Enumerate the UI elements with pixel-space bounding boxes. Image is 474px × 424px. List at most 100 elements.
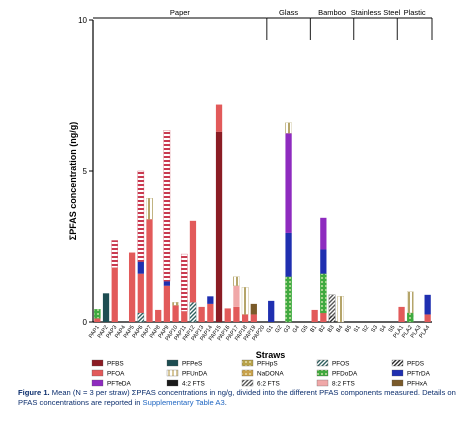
legend-label-6-2-fts: 6:2 FTS bbox=[257, 381, 280, 388]
legend-swatch-4-2-fts bbox=[166, 379, 179, 387]
x-tick-label-b2: B2 bbox=[318, 325, 327, 334]
bar-pap11-other-stripes bbox=[180, 253, 188, 312]
legend-swatch-pfoa bbox=[91, 369, 104, 377]
bar-pla4-pftrda bbox=[424, 294, 431, 315]
legend-swatch-8-2-fts bbox=[316, 379, 329, 387]
legend-swatch-pfds bbox=[391, 359, 404, 367]
bar-b3-pfds bbox=[328, 315, 336, 323]
bar-pap7-pfoa bbox=[146, 219, 153, 322]
bar-pap17-pfoa bbox=[233, 306, 240, 322]
legend-swatch-pfbs bbox=[91, 359, 104, 367]
x-tick-label-s2: S2 bbox=[362, 325, 371, 334]
bar-pap6-pfoa bbox=[137, 273, 144, 313]
bar-pap2-pfpes bbox=[102, 293, 110, 322]
bar-pap9-pfoa bbox=[163, 285, 171, 322]
bar-pap18-pfoa bbox=[241, 314, 249, 322]
legend-label-pfhps: PFHpS bbox=[257, 361, 278, 368]
bar-pap5-pfoa bbox=[128, 252, 136, 322]
bar-pap3-other-stripes bbox=[111, 240, 119, 268]
legend-swatch-pfos bbox=[316, 359, 329, 367]
legend-label-pfoa: PFOA bbox=[107, 371, 125, 378]
x-tick-label-b4: B4 bbox=[336, 325, 345, 334]
x-tick-label-g5: G5 bbox=[300, 325, 309, 335]
bar-g3-pftrda bbox=[285, 232, 292, 277]
legend-swatch-pfpes bbox=[166, 359, 179, 367]
bar-g1-pftrda bbox=[268, 300, 275, 322]
group-label-paper: Paper bbox=[170, 8, 191, 17]
bar-pla1-pfoa bbox=[398, 306, 405, 322]
y-tick-label-5: 5 bbox=[83, 167, 88, 176]
chart-legend: PFBS PFPeS PFHpS PFOS PFDS PFOA PFUnDA NaDONA PF… bbox=[91, 359, 431, 388]
caption-text: Mean (N = 3 per straw) ΣPFAS concentrati… bbox=[18, 388, 456, 407]
caption-end: . bbox=[224, 398, 227, 407]
legend-label-pftrda: PFTrDA bbox=[407, 371, 431, 378]
bar-pap3-pfoa bbox=[111, 267, 118, 322]
bar-pap17-other-dots bbox=[233, 276, 240, 286]
bar-b1-pfoa bbox=[311, 309, 318, 322]
legend-label-8-2-fts: 8:2 FTS bbox=[332, 381, 355, 388]
bar-b2-pftrda bbox=[320, 249, 327, 274]
x-tick-label-g3: G3 bbox=[283, 325, 292, 335]
legend-label-4-2-fts: 4:2 FTS bbox=[182, 381, 205, 388]
x-tick-label-b5: B5 bbox=[344, 325, 353, 334]
bar-pap6-pftrda bbox=[137, 261, 144, 274]
bar-pap1-pfoa bbox=[94, 318, 101, 322]
bar-pap8-pfoa bbox=[155, 309, 162, 322]
x-tick-label-s3: S3 bbox=[370, 325, 379, 334]
x-tick-label-s5: S5 bbox=[388, 325, 397, 334]
x-tick-label-g1: G1 bbox=[266, 325, 275, 335]
group-label-plastic: Plastic bbox=[404, 8, 426, 17]
bar-pap6-pfos bbox=[137, 312, 145, 323]
bar-g3-pfdoda bbox=[285, 276, 292, 323]
legend-label-nadona: NaDONA bbox=[257, 371, 284, 378]
y-tick-label-0: 0 bbox=[83, 318, 88, 327]
bar-pla4-pfoa bbox=[424, 314, 431, 322]
legend-swatch-pftrda bbox=[391, 369, 404, 377]
bar-pap7-other-dots bbox=[146, 198, 153, 220]
bar-pap11-pfoa bbox=[181, 311, 188, 322]
bar-pap1-pfdoda bbox=[94, 309, 101, 319]
x-tick-label-b3: B3 bbox=[327, 325, 336, 334]
legend-label-pfds: PFDS bbox=[407, 361, 424, 368]
x-tick-label-s4: S4 bbox=[379, 325, 388, 334]
bar-pap18-other-dots bbox=[241, 287, 249, 315]
figure-label: Figure 1. bbox=[18, 388, 50, 397]
figure-caption: Figure 1. Mean (N = 3 per straw) ΣPFAS c… bbox=[18, 388, 462, 408]
legend-label-pfos: PFOS bbox=[332, 361, 349, 368]
bar-pap6-other-stripes bbox=[137, 170, 145, 262]
bar-pap15-pfbs bbox=[215, 131, 223, 322]
legend-label-pfhxa: PFHxA bbox=[407, 381, 428, 388]
bar-b2-pfoa bbox=[320, 312, 327, 322]
legend-swatch-pfhxa bbox=[391, 379, 404, 387]
x-tick-label-g2: G2 bbox=[274, 325, 283, 335]
bar-pap10-other-dots bbox=[172, 302, 179, 306]
group-label-bamboo: Bamboo bbox=[318, 8, 346, 17]
group-label-glass: Glass bbox=[279, 8, 298, 17]
bar-b4-other-dots bbox=[337, 296, 345, 323]
bar-pap19-pfhxa bbox=[250, 303, 257, 315]
bar-pap9-other-stripes bbox=[163, 130, 171, 282]
legend-label-pfteda: PFTeDA bbox=[107, 381, 132, 388]
x-axis-title: Straws bbox=[256, 350, 286, 360]
plot-area: 0 5 10 ΣPFAS concentration (ng/g) Straws Pape… bbox=[68, 8, 433, 360]
legend-swatch-pfunda bbox=[166, 369, 179, 377]
bar-pap14-pfoa bbox=[207, 303, 214, 322]
legend-label-pfbs: PFBS bbox=[107, 361, 124, 368]
bar-g3-other-dots bbox=[285, 122, 292, 134]
bar-pap19-pfoa bbox=[250, 314, 257, 322]
x-tick-label-s1: S1 bbox=[353, 325, 362, 334]
bar-pap17-8-2-fts bbox=[233, 285, 240, 307]
bar-pap12-pfos bbox=[189, 302, 197, 323]
bar-b3-6-2-fts bbox=[328, 294, 336, 317]
pfas-stacked-bar-chart: 0 5 10 ΣPFAS concentration (ng/g) Straws Pape… bbox=[68, 8, 433, 388]
x-tick-label-b1: B1 bbox=[309, 325, 318, 334]
bar-pap12-pfoa bbox=[189, 220, 197, 303]
legend-swatch-nadona bbox=[241, 369, 254, 377]
bar-pla2-other-dots bbox=[406, 291, 414, 314]
legend-swatch-pfhps bbox=[241, 359, 254, 367]
supplementary-table-link[interactable]: Supplementary Table A3 bbox=[142, 398, 225, 407]
y-axis-title: ΣPFAS concentration (ng/g) bbox=[68, 122, 78, 240]
bar-pap16-pfoa bbox=[224, 308, 231, 322]
legend-swatch-6-2-fts bbox=[241, 379, 254, 387]
legend-swatch-pfdoda bbox=[316, 369, 329, 377]
